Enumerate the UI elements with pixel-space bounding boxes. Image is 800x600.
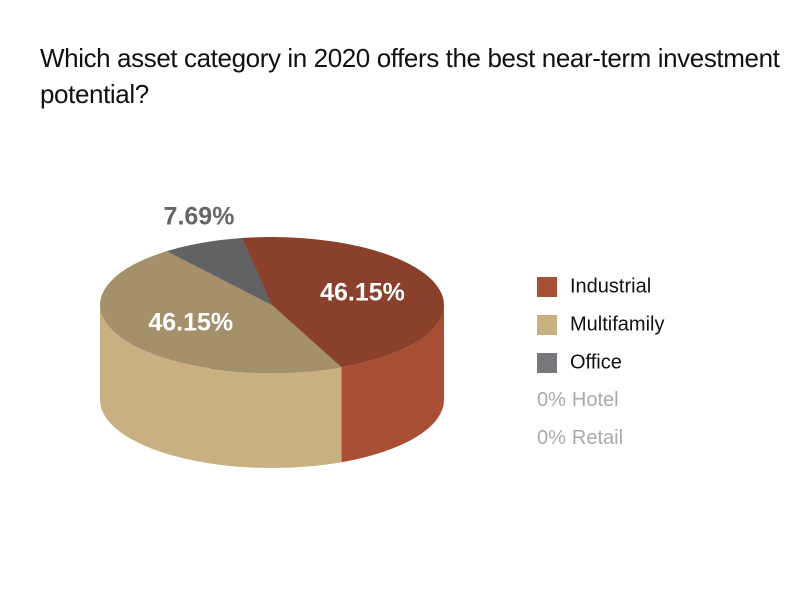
slice (99, 251, 342, 374)
slice-side (100, 305, 342, 468)
slice-side (341, 305, 444, 463)
legend-label: 0% Retail (537, 427, 623, 449)
legend-swatch (537, 315, 557, 335)
legend-label: 0% Hotel (537, 389, 619, 411)
slice (242, 236, 445, 368)
slice-label: 46.15% (320, 279, 405, 307)
legend-label: Multifamily (570, 313, 664, 335)
legend-value: 0% (537, 427, 566, 449)
legend-label: Office (570, 351, 622, 373)
legend-category: Hotel (572, 389, 619, 411)
slice-label: 46.15% (148, 309, 233, 337)
legend-category: Retail (572, 427, 623, 449)
slice (166, 238, 272, 305)
legend-label: Industrial (570, 275, 651, 297)
chart-title: Which asset category in 2020 offers the … (40, 43, 780, 109)
slice-label: 7.69% (164, 202, 235, 230)
legend-swatch (537, 353, 557, 373)
legend-swatch (537, 277, 557, 297)
legend-value: 0% (537, 389, 566, 411)
